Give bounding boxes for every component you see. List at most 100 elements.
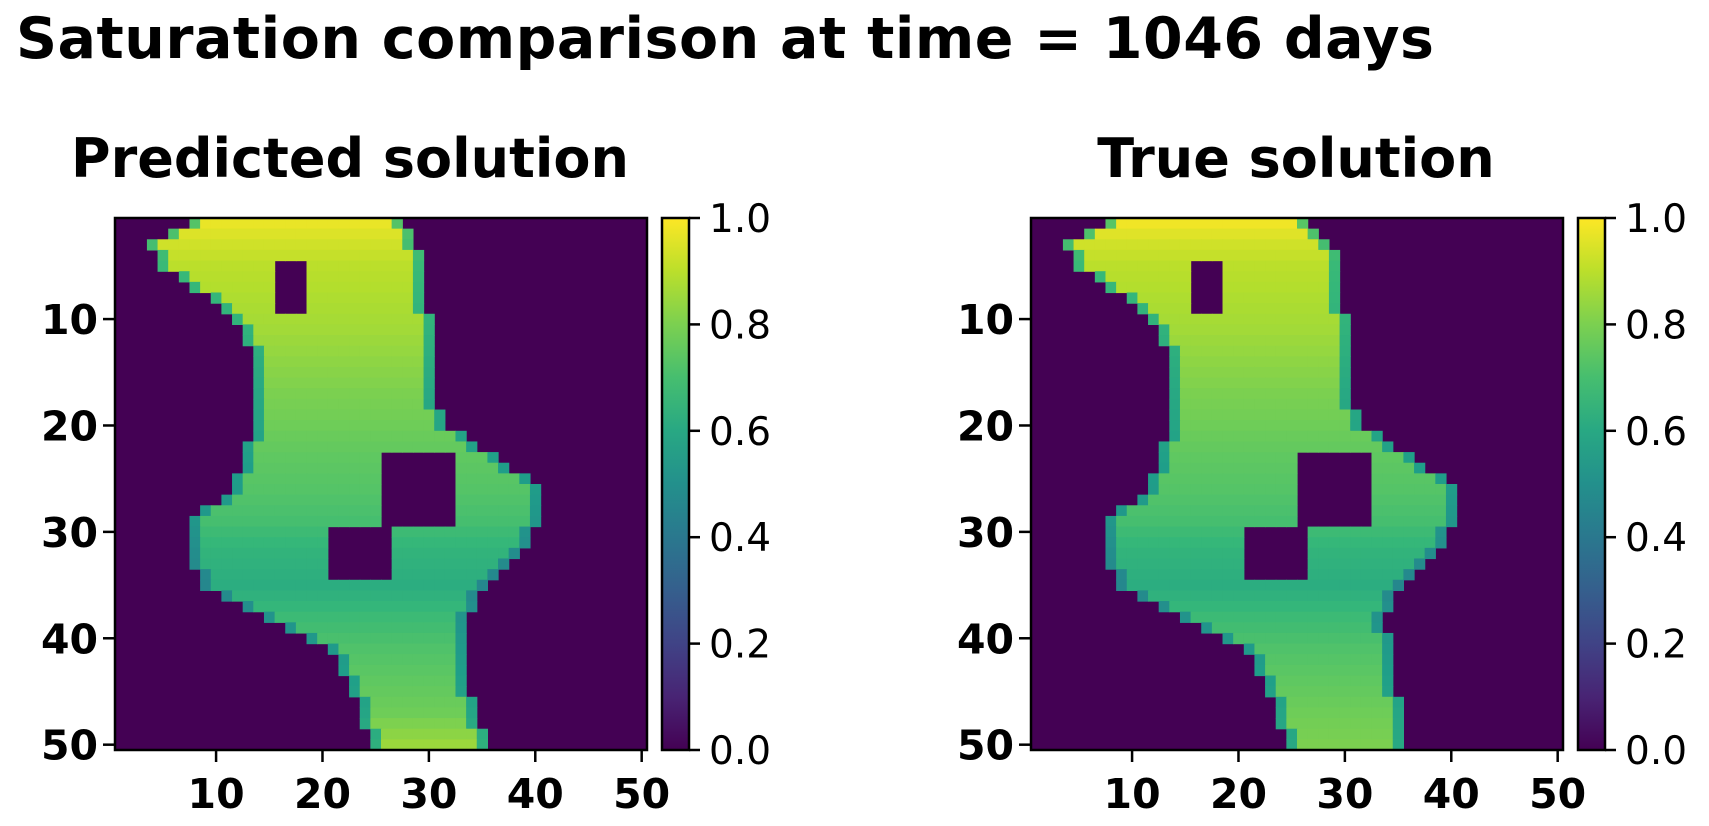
heatmap-cell [381,441,393,453]
heatmap-cell [1158,515,1170,528]
heatmap-cell [1360,728,1373,740]
x-tick-label: 30 [1316,770,1373,818]
heatmap-cell [327,505,340,517]
heatmap-cell [402,228,414,240]
heatmap-cell [402,558,414,570]
heatmap-cell [1265,505,1277,517]
heatmap-cell [434,526,446,538]
heatmap-cell [1201,558,1213,570]
heatmap-cell [1297,271,1309,283]
heatmap-cell [221,590,233,602]
heatmap-cell [200,526,212,538]
heatmap-cell [1116,239,1128,251]
heatmap-cell [221,249,233,262]
heatmap-cell [359,675,371,687]
heatmap-cell [242,452,254,464]
heatmap-cell [1350,707,1362,719]
heatmap-cell [1201,356,1213,368]
heatmap-cell [402,526,414,538]
heatmap-cell [1126,537,1138,549]
heatmap-cell [317,292,329,304]
heatmap-cell [1201,611,1213,623]
heatmap-cell [434,547,446,560]
heatmap-cell [263,377,276,389]
heatmap-cell [1201,239,1213,251]
heatmap-cell [434,675,446,687]
heatmap-cell [1179,239,1192,251]
heatmap-cell [295,420,308,432]
heatmap-cell [381,260,393,272]
heatmap-cell [412,260,425,272]
heatmap-cell [285,462,297,474]
heatmap-cell [178,271,191,283]
axes-frame-predicted [113,216,649,752]
heatmap-cell [200,579,212,591]
heatmap-cell [168,228,180,240]
heatmap-cell [1137,590,1149,602]
heatmap-cell [253,324,265,336]
heatmap-cell [263,452,276,464]
heatmap-cell [189,547,201,560]
heatmap-cell [1435,494,1447,506]
heatmap-cell [263,409,276,421]
heatmap-cell [423,718,435,730]
heatmap-cell [1190,590,1202,602]
heatmap-cell [370,271,382,283]
heatmap-cell [338,218,350,230]
heatmap-cell [1382,654,1394,666]
heatmap-cell [1201,430,1213,443]
heatmap-cell [1297,696,1309,709]
heatmap-cell [349,281,361,294]
heatmap-cell [1360,739,1373,751]
heatmap-cell [455,526,467,538]
heatmap-cell [391,398,403,411]
heatmap-cell [1286,696,1298,709]
heatmap-cell [1275,324,1287,336]
panel-title-predicted: Predicted solution [71,127,629,190]
heatmap-cell [1350,547,1362,560]
heatmap-cell [1435,515,1447,528]
heatmap-cell [200,271,212,283]
heatmap-cell [1254,484,1266,496]
heatmap-cell [423,335,435,347]
heatmap-cell [370,601,382,613]
heatmap-cell [434,569,446,581]
heatmap-cell [1371,515,1383,528]
heatmap-cell [455,484,467,496]
heatmap-cell [1382,452,1394,464]
heatmap-cell [306,377,318,389]
heatmap-cell [306,313,318,325]
heatmap-cell [476,526,488,538]
heatmap-cell [1169,377,1181,389]
heatmap-cell [455,601,467,613]
heatmap-cell [1371,664,1383,677]
heatmap-cell [1382,739,1394,751]
heatmap-cell [1350,686,1362,698]
heatmap-cell [455,430,467,443]
heatmap-cell [1297,728,1309,740]
heatmap-cell [1307,569,1319,581]
heatmap-cell [423,377,435,389]
heatmap-cell [1382,558,1394,570]
heatmap-cell [285,452,297,464]
heatmap-cell [498,515,510,528]
heatmap-cell [338,611,350,623]
heatmap-cell [381,632,393,645]
heatmap-cell [1179,324,1192,336]
heatmap-cell [1307,558,1319,570]
heatmap-cell [263,441,276,453]
heatmap-cell [1073,239,1085,251]
heatmap-cell [1371,590,1383,602]
heatmap-cell [327,473,340,485]
heatmap-cell [1126,228,1138,240]
heatmap-cell [1254,218,1266,230]
heatmap-cell [1424,526,1436,538]
heatmap-cell [295,324,308,336]
heatmap-cell [444,579,457,591]
heatmap-cell [274,473,286,485]
heatmap-cell [1318,441,1330,453]
heatmap-cell [1211,558,1224,570]
heatmap-cell [1414,526,1426,538]
heatmap-cell [274,324,286,336]
heatmap-cell [1382,526,1394,538]
